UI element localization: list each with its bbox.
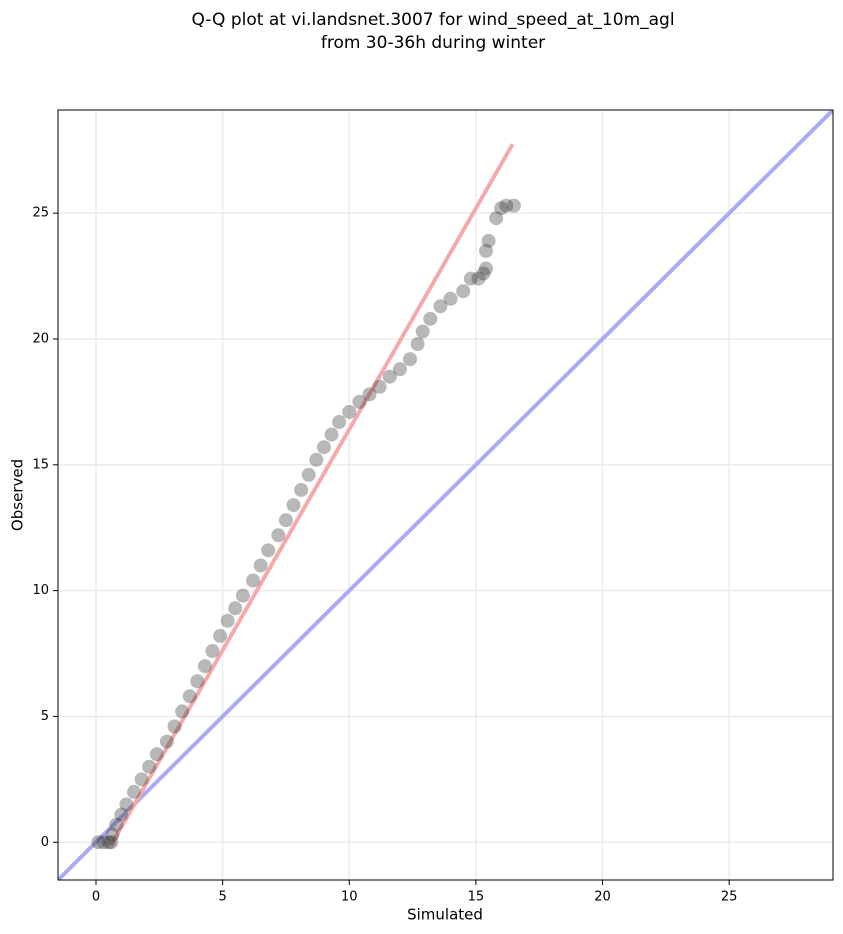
point	[109, 817, 124, 832]
point	[403, 352, 418, 367]
point	[119, 797, 134, 812]
y-tick-label: 10	[32, 583, 49, 598]
reference-line	[58, 110, 833, 880]
point	[235, 588, 250, 603]
x-tick-label: 10	[341, 890, 358, 905]
point	[342, 404, 357, 419]
y-tick-label: 0	[41, 835, 49, 850]
point	[372, 379, 387, 394]
point	[104, 835, 119, 850]
point	[433, 299, 448, 314]
point	[91, 835, 106, 850]
point	[479, 243, 494, 258]
point	[142, 759, 157, 774]
point	[301, 467, 316, 482]
point	[190, 674, 205, 689]
point	[126, 784, 141, 799]
point	[286, 498, 301, 513]
y-tick-label: 5	[41, 709, 49, 724]
point	[167, 719, 182, 734]
point	[362, 387, 377, 402]
point	[105, 827, 120, 842]
point	[443, 291, 458, 306]
y-tick-label: 20	[32, 331, 49, 346]
point	[205, 644, 220, 659]
point	[392, 362, 407, 377]
point	[175, 704, 190, 719]
point	[197, 659, 212, 674]
point	[278, 513, 293, 528]
point	[246, 573, 261, 588]
chart-subtitle: from 30-36h during winter	[321, 33, 545, 53]
point	[253, 558, 268, 573]
point	[271, 528, 286, 543]
point	[261, 543, 276, 558]
point	[479, 261, 494, 276]
plot-frame	[57, 109, 834, 881]
point	[213, 628, 228, 643]
point	[96, 835, 111, 850]
x-tick-label: 15	[468, 890, 485, 905]
point	[456, 284, 471, 299]
point	[149, 747, 164, 762]
point	[481, 233, 496, 248]
point	[463, 271, 478, 286]
point	[499, 198, 514, 213]
point	[352, 394, 367, 409]
point	[332, 415, 347, 430]
point	[134, 772, 149, 787]
point	[220, 613, 235, 628]
point	[471, 271, 486, 286]
point	[316, 440, 331, 455]
point	[506, 198, 521, 213]
point	[294, 482, 309, 497]
point	[101, 835, 116, 850]
point	[309, 452, 324, 467]
point	[415, 324, 430, 339]
x-tick-label: 0	[92, 890, 100, 905]
point	[228, 601, 243, 616]
chart-title: Q-Q plot at vi.landsnet.3007 for wind_sp…	[191, 10, 674, 30]
y-tick-label: 25	[32, 206, 49, 221]
x-axis-label: Simulated	[407, 906, 483, 924]
x-tick-label: 25	[721, 890, 738, 905]
point	[159, 734, 174, 749]
point	[182, 689, 197, 704]
point	[423, 311, 438, 326]
point	[114, 807, 129, 822]
x-tick-label: 20	[594, 890, 611, 905]
point	[382, 369, 397, 384]
point	[489, 211, 504, 226]
point	[324, 427, 339, 442]
y-tick-label: 15	[32, 457, 49, 472]
point	[410, 337, 425, 352]
point	[476, 266, 491, 281]
point	[494, 201, 509, 216]
y-axis-label: Observed	[9, 459, 27, 531]
x-tick-label: 5	[218, 890, 226, 905]
reference-line	[109, 143, 515, 846]
